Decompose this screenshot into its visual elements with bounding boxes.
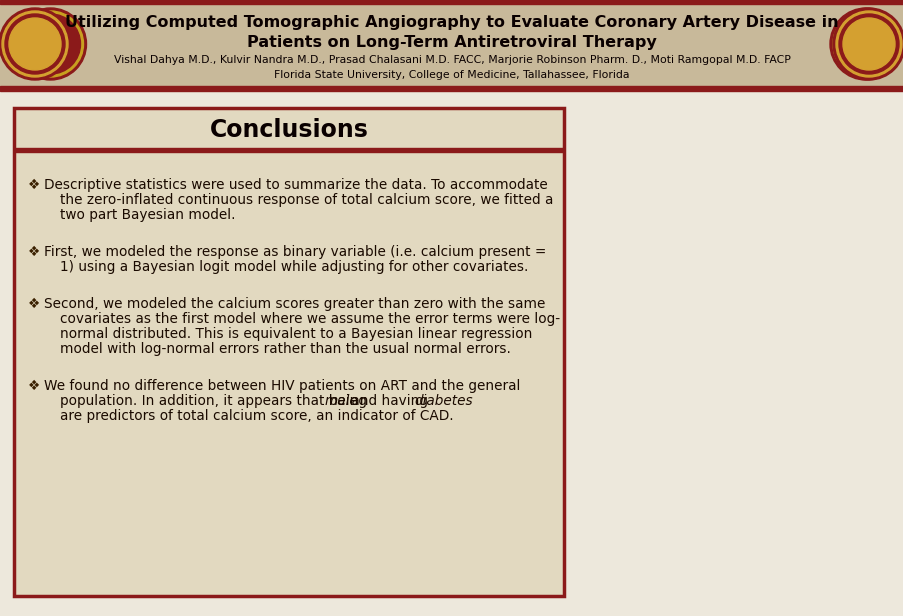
Bar xyxy=(0,0,903,91)
Bar xyxy=(14,148,563,152)
Circle shape xyxy=(835,14,895,74)
Text: covariates as the first model where we assume the error terms were log-: covariates as the first model where we a… xyxy=(60,312,560,326)
Text: diabetes: diabetes xyxy=(414,394,472,408)
Circle shape xyxy=(832,8,903,80)
Bar xyxy=(0,91,903,616)
Text: Second, we modeled the calcium scores greater than zero with the same: Second, we modeled the calcium scores gr… xyxy=(44,297,545,311)
Text: two part Bayesian model.: two part Bayesian model. xyxy=(60,208,236,222)
Text: 1) using a Bayesian logit model while adjusting for other covariates.: 1) using a Bayesian logit model while ad… xyxy=(60,260,527,274)
Circle shape xyxy=(17,11,83,77)
Text: population. In addition, it appears that being: population. In addition, it appears that… xyxy=(60,394,371,408)
Text: ❖: ❖ xyxy=(28,297,41,311)
Text: Vishal Dahya M.D., Kulvir Nandra M.D., Prasad Chalasani M.D. FACC, Marjorie Robi: Vishal Dahya M.D., Kulvir Nandra M.D., P… xyxy=(114,55,789,65)
Circle shape xyxy=(838,14,898,74)
Bar xyxy=(14,108,563,596)
Text: model with log-normal errors rather than the usual normal errors.: model with log-normal errors rather than… xyxy=(60,342,510,356)
Bar xyxy=(0,0,903,4)
Text: Florida State University, College of Medicine, Tallahassee, Florida: Florida State University, College of Med… xyxy=(274,70,629,80)
Text: Patients on Long-Term Antiretroviral Therapy: Patients on Long-Term Antiretroviral The… xyxy=(247,34,656,49)
Text: We found no difference between HIV patients on ART and the general: We found no difference between HIV patie… xyxy=(44,379,520,393)
Text: Conclusions: Conclusions xyxy=(209,118,368,142)
Circle shape xyxy=(842,18,894,70)
Bar xyxy=(0,86,903,91)
Circle shape xyxy=(9,18,61,70)
Text: the zero-inflated continuous response of total calcium score, we fitted a: the zero-inflated continuous response of… xyxy=(60,193,553,207)
Text: normal distributed. This is equivalent to a Bayesian linear regression: normal distributed. This is equivalent t… xyxy=(60,327,532,341)
Bar xyxy=(14,108,563,596)
Text: Descriptive statistics were used to summarize the data. To accommodate: Descriptive statistics were used to summ… xyxy=(44,178,547,192)
Circle shape xyxy=(835,11,901,77)
Text: First, we modeled the response as binary variable (i.e. calcium present =: First, we modeled the response as binary… xyxy=(44,245,545,259)
Circle shape xyxy=(829,8,901,80)
Circle shape xyxy=(832,11,898,77)
Text: Utilizing Computed Tomographic Angiography to Evaluate Coronary Artery Disease i: Utilizing Computed Tomographic Angiograp… xyxy=(65,15,838,31)
Circle shape xyxy=(21,14,80,74)
Circle shape xyxy=(14,8,87,80)
Circle shape xyxy=(0,8,71,80)
Text: male: male xyxy=(324,394,358,408)
Circle shape xyxy=(2,11,68,77)
Text: ❖: ❖ xyxy=(28,245,41,259)
Text: ❖: ❖ xyxy=(28,379,41,393)
Circle shape xyxy=(5,14,65,74)
Text: ❖: ❖ xyxy=(28,178,41,192)
Text: are predictors of total calcium score, an indicator of CAD.: are predictors of total calcium score, a… xyxy=(60,409,453,423)
Text: and having: and having xyxy=(346,394,432,408)
